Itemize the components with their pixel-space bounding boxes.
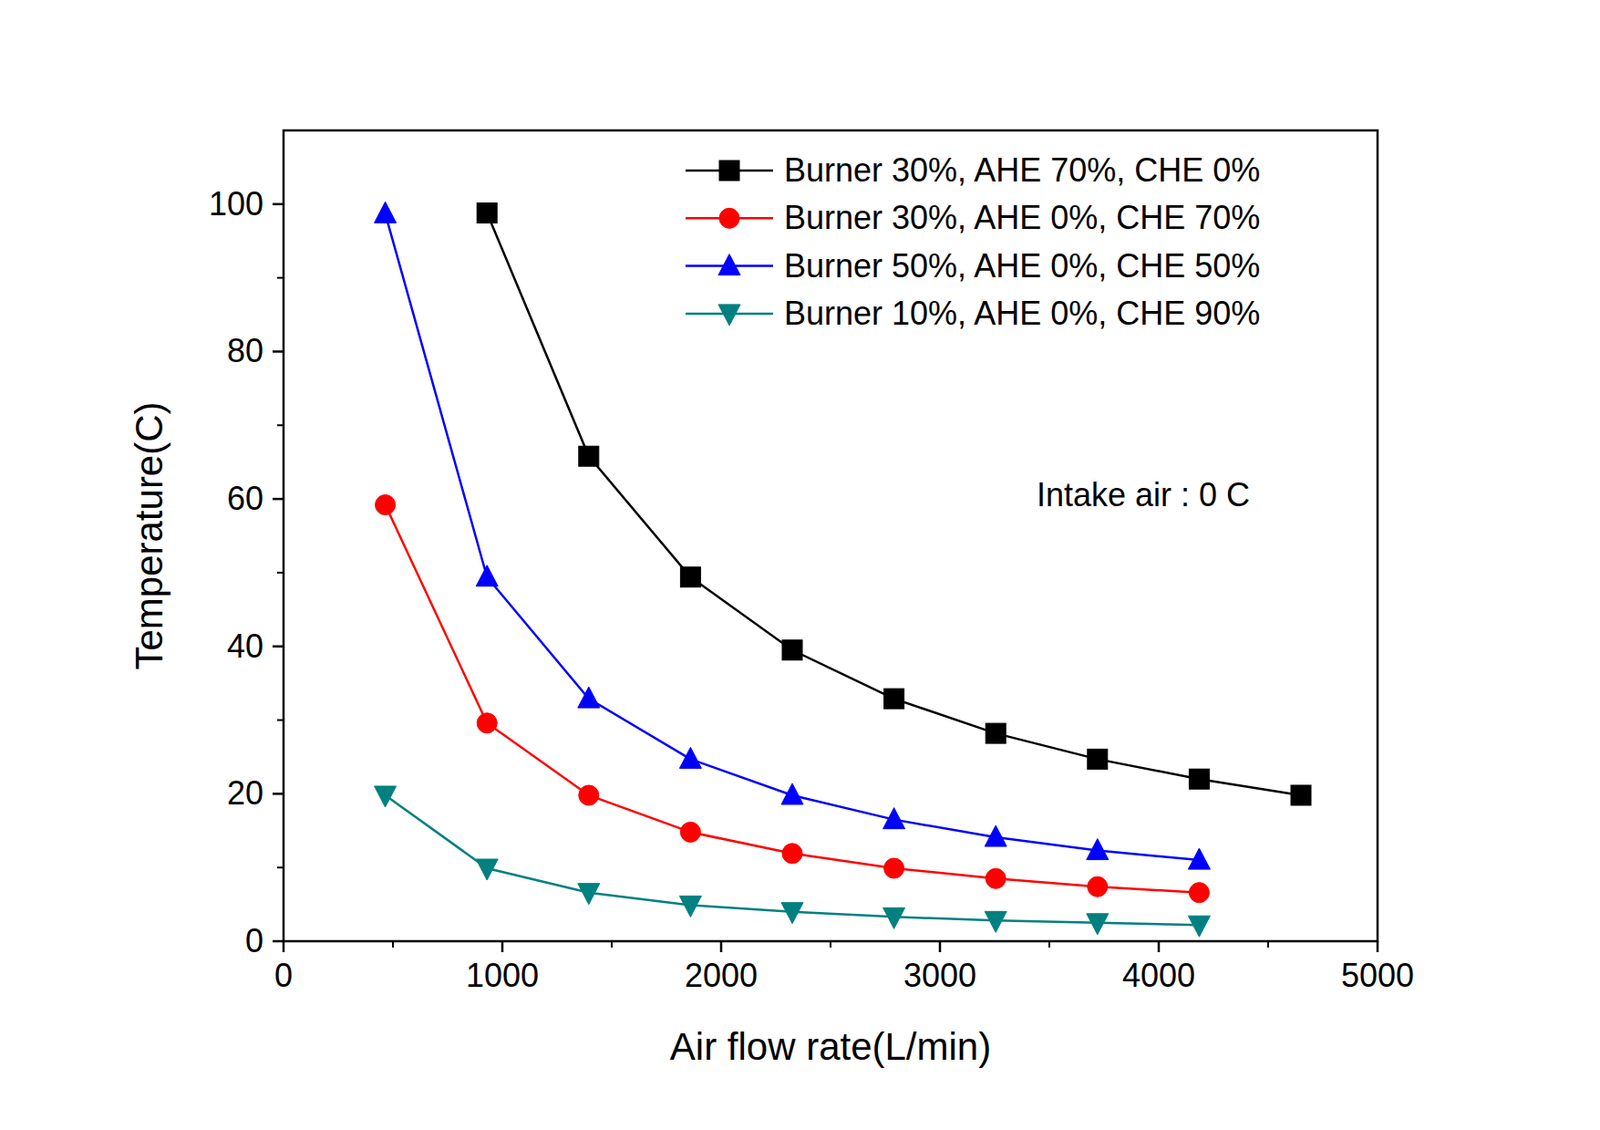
x-tick [1157,940,1161,952]
legend-label: Burner 10%, AHE 0%, CHE 90% [784,294,1260,332]
data-point [375,495,396,516]
data-point [1086,913,1109,935]
x-tick-label: 2000 [684,956,758,994]
chart: 0 1000 2000 3000 4000 5000 0 20 40 60 80 100 Air flo… [0,0,1600,1130]
y-tick [272,792,284,795]
data-point [475,858,498,880]
legend-marker [719,160,740,181]
x-tick [501,940,505,952]
series-line [385,505,1200,893]
data-point [884,857,905,878]
data-point [1188,768,1209,789]
data-point [1087,748,1108,769]
y-tick-label: 40 [227,627,264,665]
x-tick-label: 5000 [1341,956,1415,994]
data-point [475,565,498,587]
data-point [985,722,1006,744]
data-point [1290,784,1311,806]
data-point [679,895,702,917]
y-tick-label: 100 [208,185,264,223]
y-tick-label: 0 [245,921,264,960]
data-point [782,843,803,864]
legend-label: Burner 30%, AHE 0%, CHE 70% [784,198,1260,237]
data-point [984,825,1007,847]
legend-label: Burner 50%, AHE 0%, CHE 50% [784,247,1260,285]
legend-marker [718,254,741,276]
data-point [578,686,600,708]
plot-area [374,201,1311,937]
x-axis-label: Air flow rate(L/min) [670,1024,991,1068]
data-point [883,907,906,929]
data-point [476,712,497,733]
data-point [1187,847,1210,869]
y-tick-label: 80 [227,331,264,370]
data-point [476,203,497,224]
data-point [781,783,804,805]
y-tick-label: 60 [227,479,264,517]
x-tick [1376,940,1380,952]
legend-marker [719,207,740,228]
data-point [1187,915,1210,937]
y-axis-label: Temperature(C) [127,401,171,670]
legend-marker [718,304,741,326]
data-point [374,201,397,223]
x-tick [720,940,723,952]
data-point [782,640,803,661]
data-point [374,785,397,807]
data-point [680,821,701,842]
x-tick-label: 0 [274,956,293,994]
plot-frame [283,130,1378,941]
data-point [679,746,702,768]
data-point [984,910,1007,932]
data-point [985,867,1006,888]
y-tick [272,497,284,501]
data-point [1086,838,1109,860]
data-point [883,807,906,829]
series-line [486,213,1301,795]
y-tick [272,350,284,353]
x-tick [282,940,286,952]
x-tick-label: 4000 [1122,956,1196,994]
series-line [385,794,1200,925]
y-tick [272,203,284,207]
x-tick [939,940,942,952]
data-point [578,883,600,905]
data-point [884,688,905,709]
x-tick-label: 3000 [903,956,977,994]
data-point [781,902,804,924]
data-point [1188,882,1209,903]
annotation: Intake air : 0 C [1036,475,1250,514]
legend-label: Burner 30%, AHE 70%, CHE 0% [784,151,1260,189]
y-tick [272,939,284,943]
data-point [578,784,599,806]
data-point [1087,876,1108,897]
x-tick-label: 1000 [465,956,539,994]
y-tick-label: 20 [227,774,264,812]
data-point [680,567,701,588]
data-point [578,445,599,466]
y-tick [272,644,284,648]
